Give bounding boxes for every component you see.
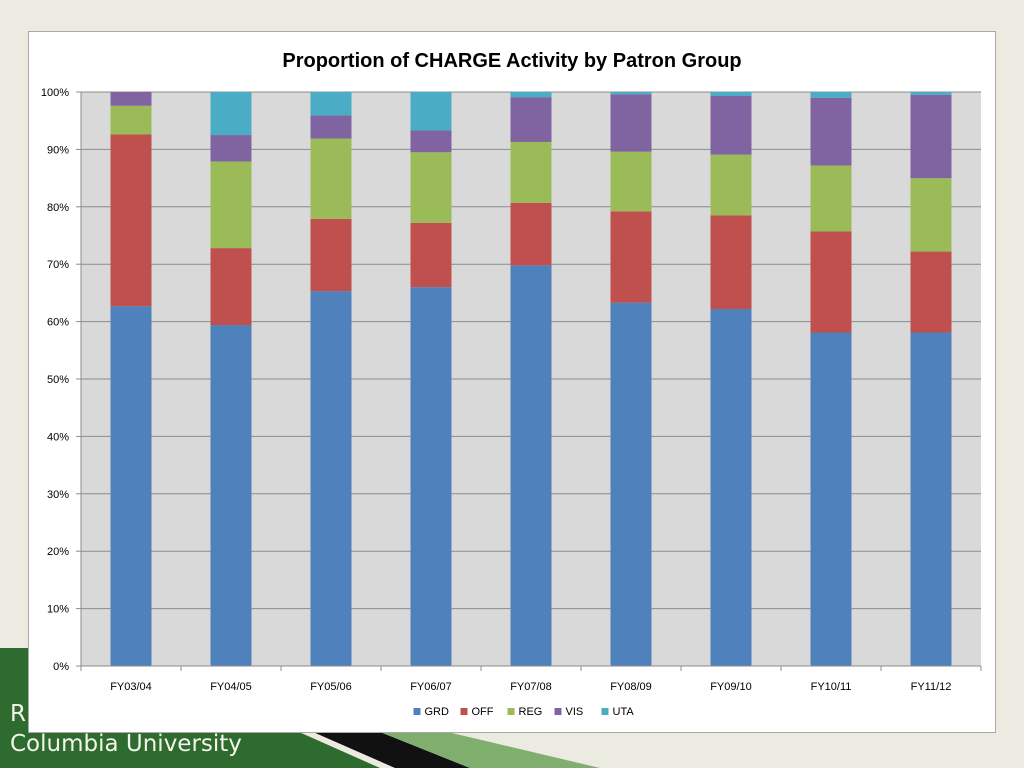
bar-segment-off bbox=[710, 215, 752, 309]
legend-swatch bbox=[413, 708, 421, 715]
legend-label: GRD bbox=[425, 706, 450, 718]
y-tick-label: 60% bbox=[47, 317, 69, 329]
bar-segment-grd bbox=[810, 332, 852, 666]
bar-segment-uta bbox=[510, 92, 552, 98]
bar-segment-reg bbox=[910, 178, 952, 252]
y-tick-label: 90% bbox=[47, 144, 69, 156]
bar-segment-vis bbox=[410, 130, 452, 153]
x-tick-label: FY07/08 bbox=[510, 681, 552, 693]
y-tick-label: 0% bbox=[53, 661, 69, 673]
x-tick-label: FY06/07 bbox=[410, 681, 452, 693]
bar-segment-reg bbox=[110, 105, 152, 135]
bar-segment-off bbox=[110, 134, 152, 307]
x-tick-label: FY09/10 bbox=[710, 681, 752, 693]
bar-segment-reg bbox=[210, 161, 252, 249]
bar-segment-reg bbox=[710, 154, 752, 216]
bar-segment-grd bbox=[410, 287, 452, 666]
x-tick-label: FY10/11 bbox=[811, 681, 852, 693]
bar-segment-reg bbox=[610, 151, 652, 212]
bar-segment-grd bbox=[110, 306, 152, 666]
x-tick-label: FY08/09 bbox=[610, 681, 652, 693]
legend-swatch bbox=[507, 708, 515, 715]
bar-segment-reg bbox=[510, 141, 552, 203]
bar-segment-vis bbox=[910, 94, 952, 179]
legend-swatch bbox=[601, 708, 609, 715]
bar-segment-uta bbox=[410, 92, 452, 131]
bar-segment-vis bbox=[210, 135, 252, 162]
bar-segment-off bbox=[610, 211, 652, 303]
y-tick-label: 100% bbox=[41, 87, 69, 99]
bar-segment-vis bbox=[310, 115, 352, 139]
bar-segment-vis bbox=[610, 94, 652, 152]
y-axis: 0% 10% 20% 30% 40% 50% 60% 70% 80% 90% 100% bbox=[41, 87, 82, 673]
x-tick-label: FY11/12 bbox=[911, 681, 952, 693]
bar-segment-off bbox=[910, 251, 952, 333]
bar-segment-reg bbox=[410, 152, 452, 223]
bar-segment-grd bbox=[210, 325, 252, 666]
bar-segment-uta bbox=[810, 92, 852, 98]
footer-label: R bbox=[10, 701, 26, 727]
x-tick-label: FY05/06 bbox=[310, 681, 352, 693]
bar-segment-reg bbox=[310, 138, 352, 219]
bar-segment-uta bbox=[310, 92, 352, 116]
x-tick-label: FY03/04 bbox=[110, 681, 152, 693]
chart-svg: Proportion of CHARGE Activity by Patron … bbox=[41, 50, 982, 718]
bar-segment-uta bbox=[910, 92, 952, 95]
chart-title: Proportion of CHARGE Activity by Patron … bbox=[282, 50, 741, 72]
y-tick-label: 40% bbox=[47, 431, 69, 443]
y-tick-label: 80% bbox=[47, 202, 69, 214]
bar-segment-reg bbox=[810, 165, 852, 232]
footer-university-name: Columbia University bbox=[10, 731, 242, 757]
y-tick-label: 30% bbox=[47, 489, 69, 501]
bar-segment-uta bbox=[210, 92, 252, 136]
bar-segment-uta bbox=[610, 92, 652, 95]
bar-segment-vis bbox=[810, 97, 852, 166]
x-axis: FY03/04 FY04/05 FY05/06 FY06/07 FY07/08 FY08/… bbox=[80, 665, 982, 693]
x-tick-label: FY04/05 bbox=[210, 681, 252, 693]
bar-segment-grd bbox=[610, 302, 652, 666]
y-tick-label: 50% bbox=[47, 374, 69, 386]
bar-segment-off bbox=[810, 231, 852, 333]
legend-label: OFF bbox=[472, 706, 494, 718]
bar-segment-off bbox=[310, 218, 352, 292]
chart-container: Proportion of CHARGE Activity by Patron … bbox=[28, 31, 996, 733]
legend-label: REG bbox=[519, 706, 543, 718]
bar-segment-vis bbox=[710, 96, 752, 155]
bar-segment-grd bbox=[310, 291, 352, 666]
y-tick-label: 70% bbox=[47, 259, 69, 271]
legend-swatch bbox=[554, 708, 562, 715]
bar-segment-vis bbox=[110, 92, 152, 106]
bar-segment-off bbox=[510, 202, 552, 266]
bar-segment-off bbox=[410, 222, 452, 288]
legend-swatch bbox=[460, 708, 468, 715]
bar-segment-grd bbox=[510, 265, 552, 666]
legend-label: VIS bbox=[566, 706, 584, 718]
bar-segment-grd bbox=[910, 332, 952, 666]
y-tick-label: 20% bbox=[47, 546, 69, 558]
legend: GRD OFF REG VIS UTA bbox=[413, 706, 635, 718]
bar-segment-off bbox=[210, 248, 252, 326]
bar-segment-vis bbox=[510, 97, 552, 142]
bars bbox=[110, 92, 952, 666]
bar-segment-grd bbox=[710, 308, 752, 666]
bar-segment-uta bbox=[710, 92, 752, 97]
y-tick-label: 10% bbox=[47, 604, 69, 616]
legend-label: UTA bbox=[613, 706, 635, 718]
